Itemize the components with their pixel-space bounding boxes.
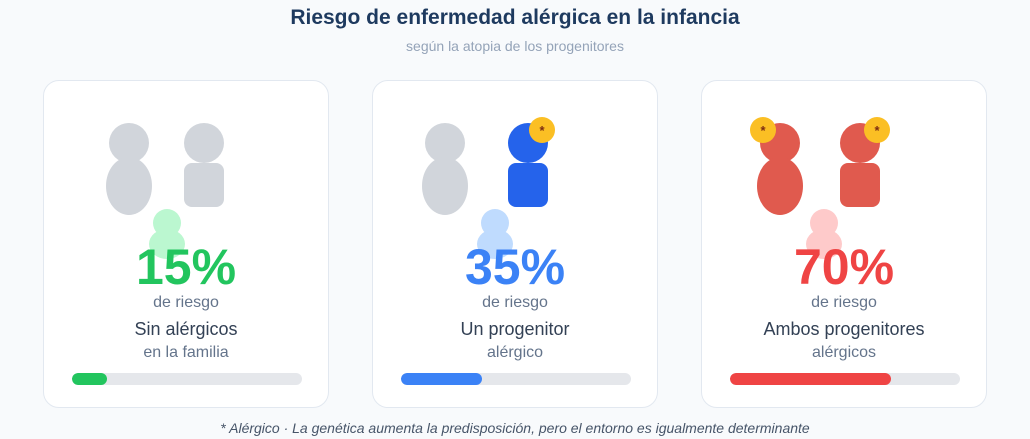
mother-head: [425, 123, 465, 163]
risk-percent: 15%: [135, 239, 237, 295]
father-body: [508, 163, 548, 207]
card-subtitle: alérgicos: [811, 344, 877, 361]
risk-label: de riesgo: [811, 294, 877, 311]
risk-progress-bar: [72, 373, 302, 385]
risk-progress-bar: [730, 373, 960, 385]
child-body: [149, 229, 185, 259]
allergic-badge-icon: *: [864, 117, 890, 143]
father-head: [184, 123, 224, 163]
risk-progress-bar: [401, 373, 631, 385]
risk-progress-fill: [730, 373, 891, 385]
card-title: Un progenitor: [460, 319, 570, 339]
father-body: [840, 163, 880, 207]
card-title: Ambos progenitores: [763, 319, 925, 339]
risk-card-no-allergic: 15% de riesgo Sin alérgicos en la famili…: [43, 80, 329, 408]
allergic-badge-icon: *: [750, 117, 776, 143]
risk-label: de riesgo: [153, 294, 219, 311]
card-subtitle: en la familia: [143, 344, 229, 361]
footnote: * Alérgico · La genética aumenta la pred…: [220, 420, 810, 436]
allergic-badge-icon: *: [529, 117, 555, 143]
mother-body: [757, 157, 803, 215]
risk-card-one-parent: * 35% de riesgo Un progenitor alérgico: [372, 80, 658, 408]
mother-body: [422, 157, 468, 215]
risk-percent: 70%: [793, 239, 895, 295]
risk-label: de riesgo: [482, 294, 548, 311]
page-title: Riesgo de enfermedad alérgica en la infa…: [290, 6, 740, 29]
father-body: [184, 163, 224, 207]
child-body: [806, 229, 842, 259]
mother-body: [106, 157, 152, 215]
card-title: Sin alérgicos: [134, 319, 238, 339]
risk-progress-fill: [401, 373, 482, 385]
risk-percent: 35%: [464, 239, 566, 295]
risk-card-both-parents: * * 70% de riesgo Ambos progenitores alé…: [701, 80, 987, 408]
mother-head: [109, 123, 149, 163]
child-body: [477, 229, 513, 259]
page-subtitle: según la atopia de los progenitores: [406, 38, 624, 54]
card-subtitle: alérgico: [486, 344, 544, 361]
risk-progress-fill: [72, 373, 107, 385]
